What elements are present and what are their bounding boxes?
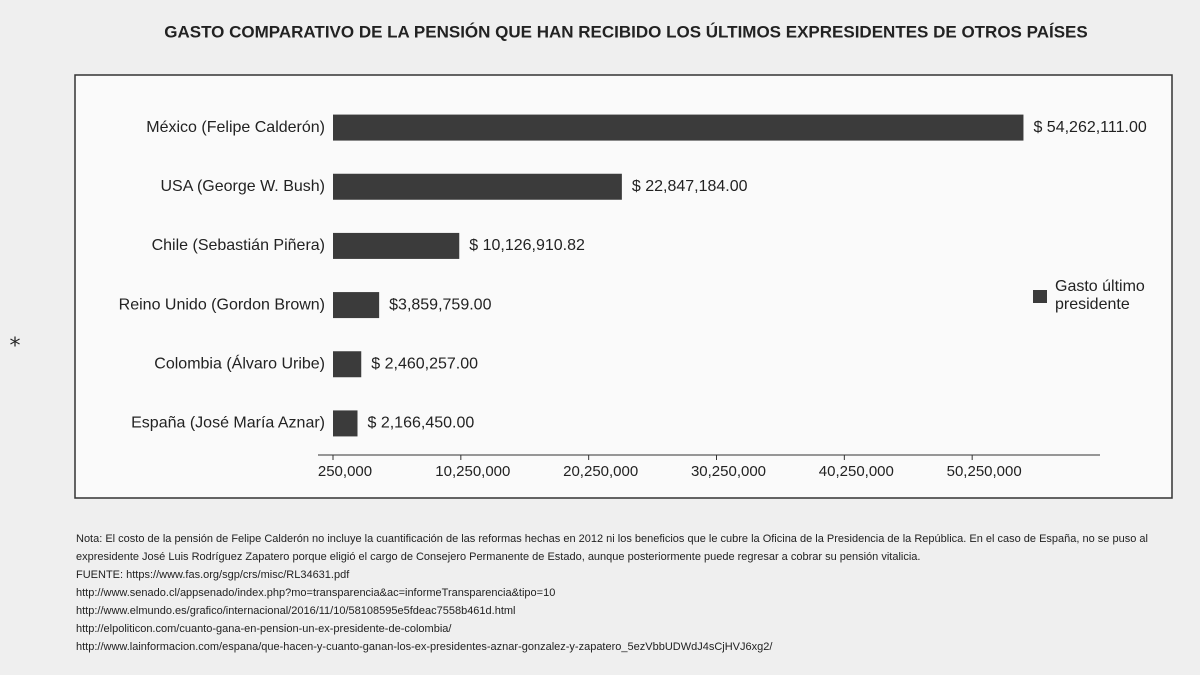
y-tick-label: Chile (Sebastián Piñera) bbox=[152, 237, 325, 254]
value-label: $3,859,759.00 bbox=[389, 296, 491, 313]
chart-frame bbox=[74, 74, 1173, 499]
bar bbox=[333, 173, 622, 200]
legend-label: Gasto último presidente bbox=[1055, 278, 1145, 313]
note-line: FUENTE: https://www.fas.org/sgp/crs/misc… bbox=[76, 569, 350, 581]
note-line: http://www.senado.cl/appsenado/index.php… bbox=[76, 587, 556, 599]
x-tick-label: 30,250,000 bbox=[691, 463, 766, 480]
y-tick-label: México (Felipe Calderón) bbox=[146, 119, 325, 136]
bar bbox=[333, 292, 380, 319]
value-label: $ 54,262,111.00 bbox=[1033, 119, 1146, 136]
value-label: $ 2,460,257.00 bbox=[371, 355, 478, 372]
note-line: Nota: El costo de la pensión de Felipe C… bbox=[76, 533, 1148, 563]
x-tick-label: 10,250,000 bbox=[435, 463, 510, 480]
bar bbox=[333, 114, 1024, 141]
side-symbol: ⁎ bbox=[10, 326, 21, 351]
y-tick-label: Reino Unido (Gordon Brown) bbox=[119, 296, 325, 313]
note-line: http://www.elmundo.es/grafico/internacio… bbox=[76, 605, 516, 617]
y-tick-label: España (José María Aznar) bbox=[131, 415, 325, 432]
x-tick-label: 50,250,000 bbox=[947, 463, 1022, 480]
chart-title: GASTO COMPARATIVO DE LA PENSIÓN QUE HAN … bbox=[164, 22, 1087, 41]
bar bbox=[333, 351, 362, 378]
note-line: http://elpoliticon.com/cuanto-gana-en-pe… bbox=[76, 623, 452, 635]
x-tick-label: 40,250,000 bbox=[819, 463, 894, 480]
bar bbox=[333, 232, 460, 259]
bar bbox=[333, 410, 358, 437]
y-tick-label: USA (George W. Bush) bbox=[160, 178, 325, 195]
x-tick-label: 20,250,000 bbox=[563, 463, 638, 480]
value-label: $ 22,847,184.00 bbox=[632, 178, 748, 195]
x-tick-label: 250,000 bbox=[318, 463, 372, 480]
note-line: http://www.lainformacion.com/espana/que-… bbox=[76, 641, 773, 653]
legend-swatch bbox=[1033, 290, 1047, 303]
value-label: $ 2,166,450.00 bbox=[367, 415, 474, 432]
y-tick-label: Colombia (Álvaro Uribe) bbox=[154, 353, 325, 372]
notes: Nota: El costo de la pensión de Felipe C… bbox=[76, 530, 1166, 656]
value-label: $ 10,126,910.82 bbox=[469, 237, 585, 254]
